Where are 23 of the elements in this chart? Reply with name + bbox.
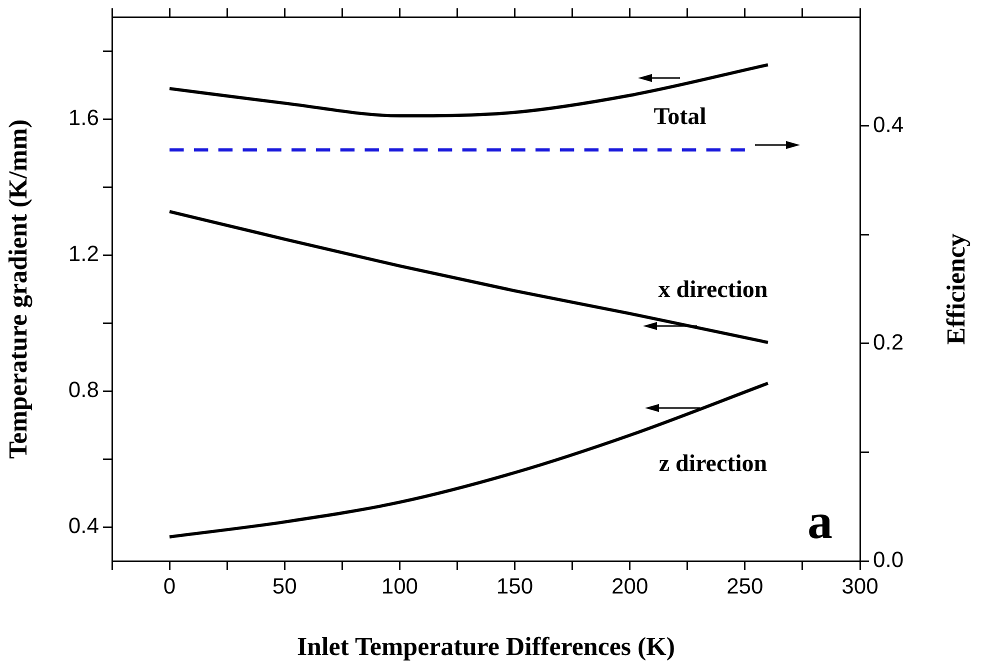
annotation: z direction xyxy=(658,451,768,478)
x-tick-label: 200 xyxy=(611,573,648,598)
y-axis-title: Temperature gradient (K/mm) xyxy=(3,119,32,459)
x-tick-label: 150 xyxy=(496,573,534,598)
y2-tick-label: 0.2 xyxy=(873,330,904,355)
x-tick-label: 100 xyxy=(381,573,418,598)
x-tick-label: 50 xyxy=(272,573,297,598)
y-tick-label: 0.8 xyxy=(68,377,99,402)
y2-tick-label: 0.4 xyxy=(873,112,904,138)
x-tick-label: 0 xyxy=(163,573,176,598)
annotation: Total xyxy=(654,104,707,130)
y-tick-label: 0.4 xyxy=(68,513,99,538)
annotation: x direction xyxy=(658,277,768,304)
y-tick-label: 1.2 xyxy=(68,241,99,266)
line-series xyxy=(168,382,770,538)
y2-axis-title: Efficiency xyxy=(942,234,971,345)
annotation: a xyxy=(808,492,832,549)
line-series xyxy=(168,210,770,344)
x-tick-label: 250 xyxy=(726,573,764,598)
x-axis-title: Inlet Temperature Differences (K) xyxy=(296,632,676,662)
x-tick-label: 300 xyxy=(842,573,878,598)
text: 0.0 xyxy=(873,547,904,572)
y-tick-label: 1.6 xyxy=(68,105,99,130)
